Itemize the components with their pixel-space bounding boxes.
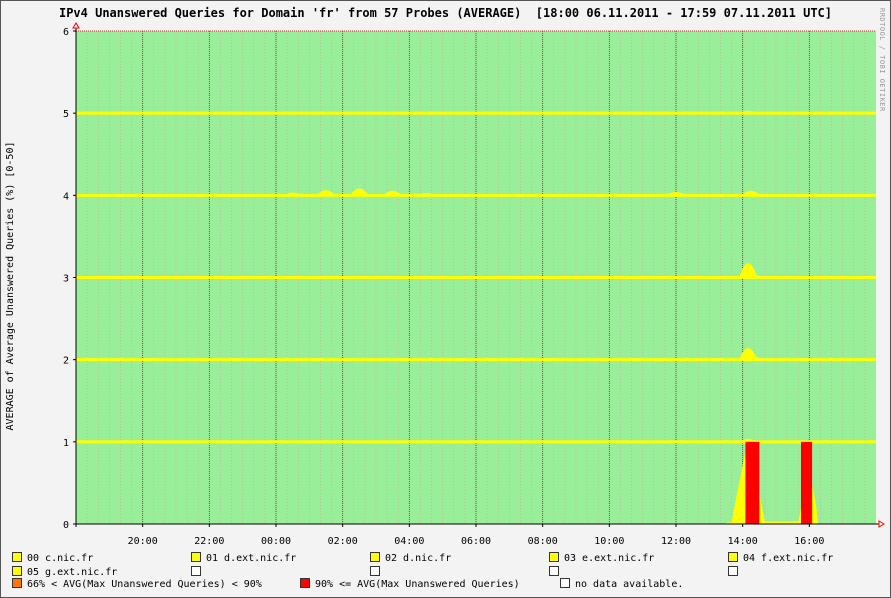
x-tick-label: 14:00 bbox=[728, 536, 758, 547]
series-line-2 bbox=[76, 358, 876, 362]
legend-item: 04 f.ext.nic.fr bbox=[728, 552, 833, 564]
alert-bar-1 bbox=[801, 441, 813, 524]
legend-swatch bbox=[728, 566, 738, 576]
series-point-2-0 bbox=[739, 348, 758, 360]
legend-item: 05 g.ext.nic.fr bbox=[12, 566, 117, 578]
series-line-1 bbox=[76, 440, 876, 444]
legend-label: 05 g.ext.nic.fr bbox=[27, 567, 118, 578]
legend-swatch bbox=[549, 552, 559, 562]
legend-swatch bbox=[370, 566, 380, 576]
y-tick-label: 6 bbox=[63, 27, 69, 38]
legend-swatch bbox=[191, 552, 201, 562]
y-tick-label: 4 bbox=[63, 191, 69, 202]
legend-status-item: 90% <= AVG(Max Unanswered Queries) bbox=[300, 578, 520, 590]
legend-label: 90% <= AVG(Max Unanswered Queries) bbox=[315, 579, 520, 590]
y-tick-label: 3 bbox=[63, 274, 69, 285]
legend-label: 66% < AVG(Max Unanswered Queries) < 90% bbox=[27, 579, 262, 590]
legend-label: 00 c.nic.fr bbox=[27, 553, 94, 564]
y-axis-arrow bbox=[72, 22, 80, 29]
legend-label: 02 d.nic.fr bbox=[385, 553, 452, 564]
series-line-4 bbox=[76, 193, 876, 197]
series-point-4-0 bbox=[283, 192, 302, 196]
x-tick-label: 22:00 bbox=[194, 536, 224, 547]
y-tick-label: 1 bbox=[63, 438, 69, 449]
legend-swatch bbox=[560, 578, 570, 588]
x-tick-label: 16:00 bbox=[794, 536, 824, 547]
legend-item: 02 d.nic.fr bbox=[370, 552, 451, 564]
legend-item: 03 e.ext.nic.fr bbox=[549, 552, 654, 564]
legend-label: 01 d.ext.nic.fr bbox=[206, 553, 297, 564]
legend-status-item: 66% < AVG(Max Unanswered Queries) < 90% bbox=[12, 578, 262, 590]
y-tick-label: 0 bbox=[63, 520, 69, 531]
series-point-4-1 bbox=[317, 190, 335, 196]
legend-swatch bbox=[549, 566, 559, 576]
legend-item: 01 d.ext.nic.fr bbox=[191, 552, 296, 564]
legend-label: 04 f.ext.nic.fr bbox=[743, 553, 834, 564]
legend-swatch bbox=[370, 552, 380, 562]
x-tick-label: 08:00 bbox=[528, 536, 558, 547]
legend-swatch bbox=[300, 578, 310, 588]
legend-label: no data available. bbox=[575, 579, 684, 590]
x-tick-label: 20:00 bbox=[128, 536, 158, 547]
series-point-3-1 bbox=[744, 274, 763, 278]
series-point-3-0 bbox=[739, 263, 758, 278]
series-point-5-0 bbox=[739, 110, 758, 114]
y-tick-label: 5 bbox=[63, 109, 69, 120]
legend-item bbox=[549, 566, 564, 578]
series-point-4-5 bbox=[667, 191, 685, 196]
alert-bar-0 bbox=[745, 441, 760, 524]
x-tick-label: 02:00 bbox=[328, 536, 358, 547]
legend-label: 03 e.ext.nic.fr bbox=[564, 553, 655, 564]
legend-item bbox=[191, 566, 206, 578]
x-axis-arrow bbox=[878, 520, 885, 528]
x-tick-label: 00:00 bbox=[261, 536, 291, 547]
rrdtool-watermark: RRDTOOL / TOBI OETIKER bbox=[878, 8, 886, 112]
x-tick-label: 12:00 bbox=[661, 536, 691, 547]
legend-item: 00 c.nic.fr bbox=[12, 552, 93, 564]
series-point-4-4 bbox=[417, 193, 435, 196]
x-tick-label: 04:00 bbox=[394, 536, 424, 547]
chart-title: IPv4 Unanswered Queries for Domain 'fr' … bbox=[58, 6, 833, 20]
legend-swatch bbox=[12, 566, 22, 576]
series-point-4-6 bbox=[742, 190, 760, 196]
series-line-5 bbox=[76, 111, 876, 115]
series-point-2-1 bbox=[744, 356, 763, 360]
legend-status-item: no data available. bbox=[560, 578, 683, 590]
x-tick-label: 06:00 bbox=[461, 536, 491, 547]
y-tick-label: 2 bbox=[63, 356, 69, 367]
legend-item bbox=[370, 566, 385, 578]
legend-swatch bbox=[12, 578, 22, 588]
series-line-3 bbox=[76, 276, 876, 279]
series-point-4-3 bbox=[383, 190, 402, 196]
legend-swatch bbox=[12, 552, 22, 562]
legend-item bbox=[728, 566, 743, 578]
x-tick-label: 10:00 bbox=[594, 536, 624, 547]
series-point-4-2 bbox=[350, 188, 369, 196]
legend-swatch bbox=[191, 566, 201, 576]
legend-swatch bbox=[728, 552, 738, 562]
